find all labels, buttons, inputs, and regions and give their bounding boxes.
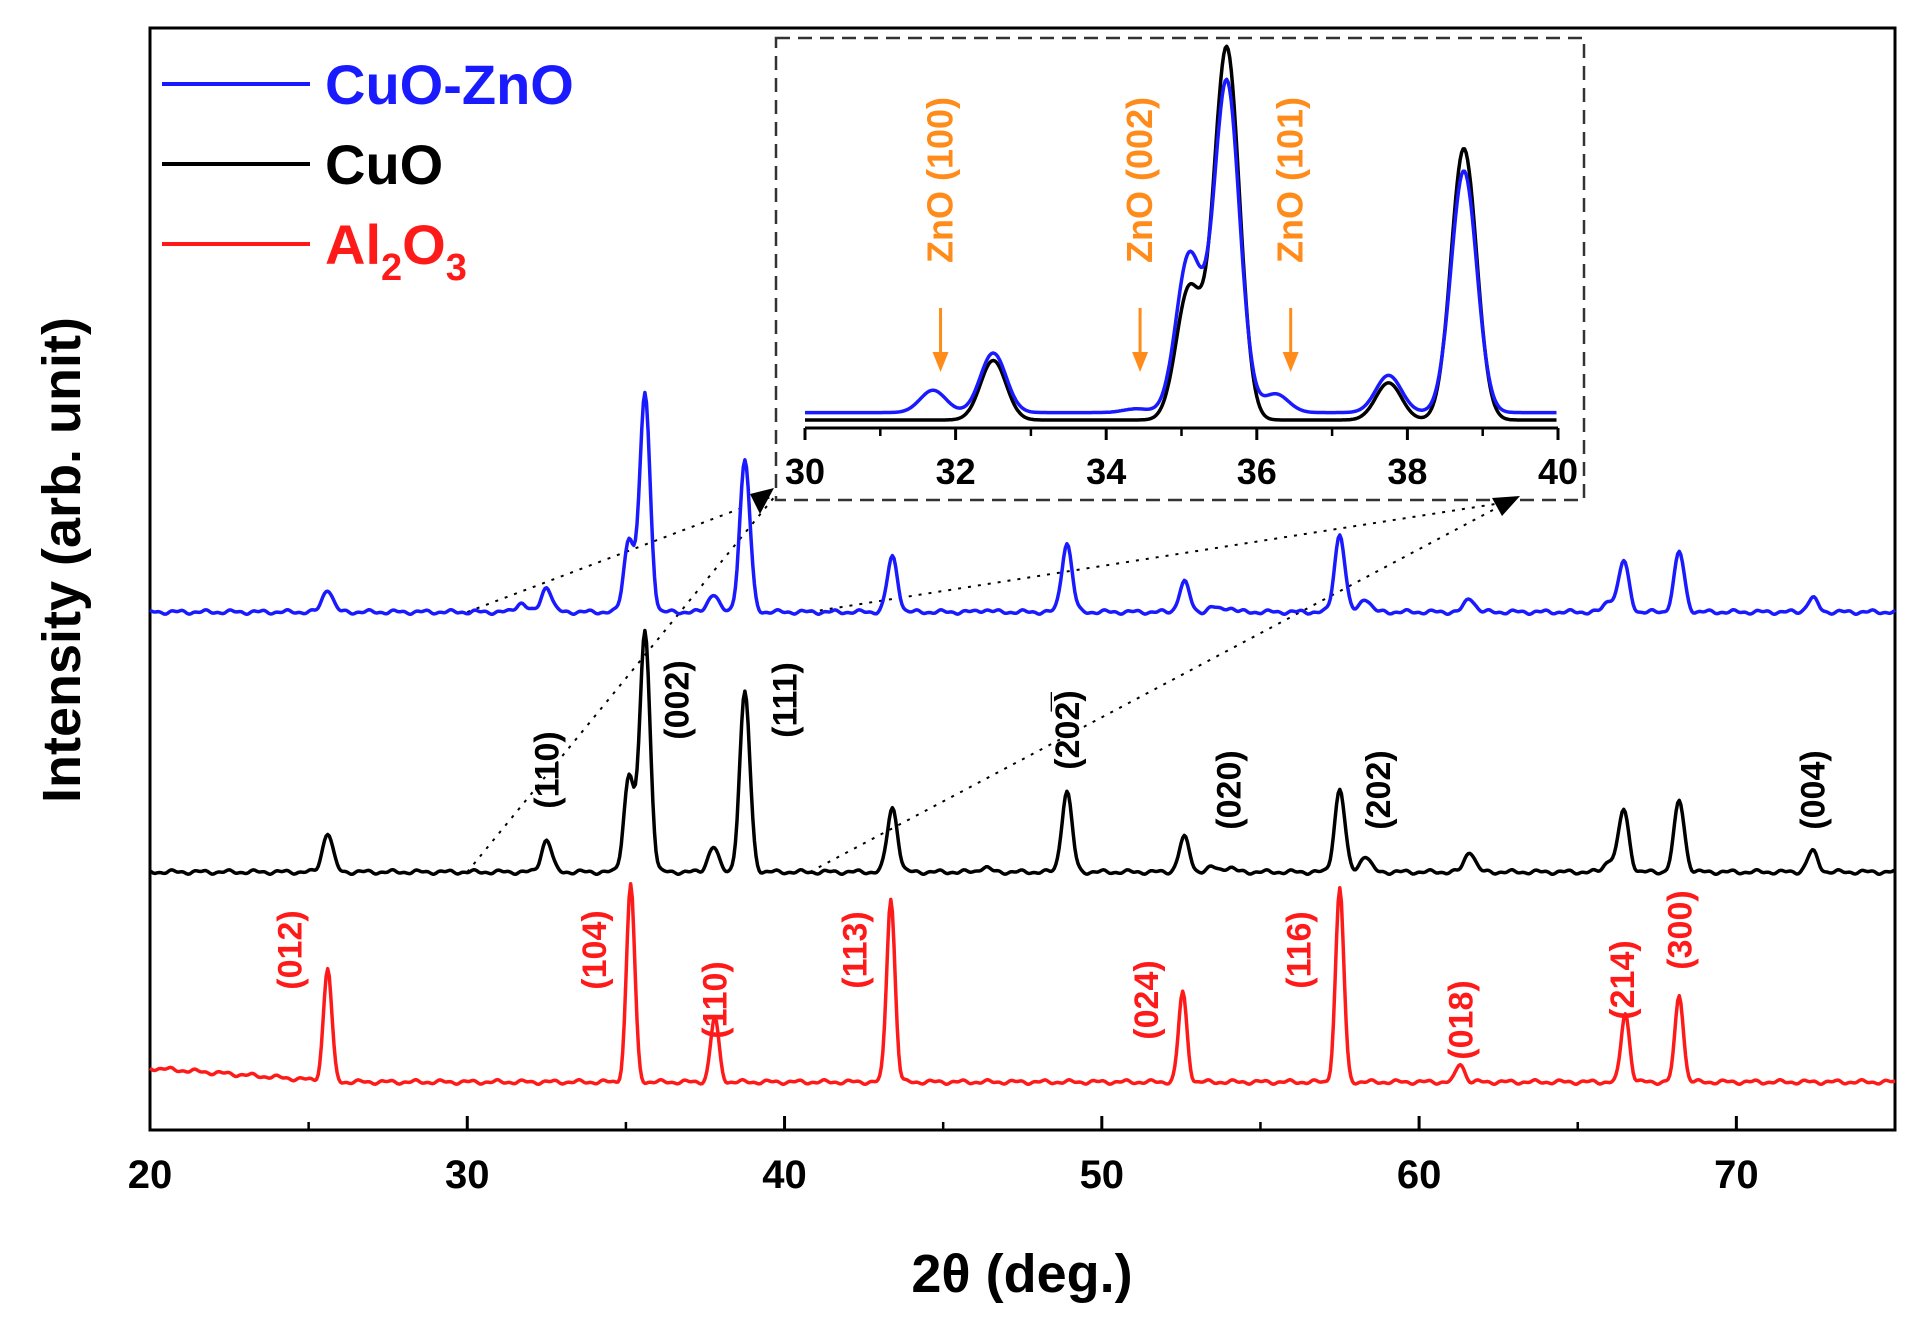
zoom-arrow-right	[1492, 496, 1520, 516]
legend-label-cuo-zno: CuO-ZnO	[325, 53, 574, 116]
dotted-guide-line	[809, 501, 1509, 873]
zno-arrow-head	[1282, 352, 1299, 372]
legend-label-al2o3: Al2O3	[325, 213, 467, 289]
al2o3-peak-label: (024)	[1128, 960, 1166, 1039]
cuo-peak-label: (202)	[1360, 750, 1398, 829]
inset-series-group	[804, 44, 1557, 422]
zoom-guide-lines	[466, 494, 1509, 873]
series-line-al-o	[148, 882, 1896, 1087]
cuo-peak-label: (202̅)	[1049, 690, 1087, 769]
zoom-arrow-left	[750, 488, 774, 514]
main-series-group	[148, 390, 1897, 1087]
inset-x-tick-label-38: 38	[1387, 451, 1427, 492]
x-tick-label-20: 20	[128, 1153, 173, 1197]
al2o3-peak-label: (110)	[697, 961, 735, 1039]
x-tick-label-70: 70	[1714, 1153, 1759, 1197]
inset-annotations-group: ZnO (100) ZnO (002) ZnO (101)	[920, 97, 1311, 372]
al2o3-peak-label: (104)	[576, 910, 614, 989]
inset-dashed-border	[774, 36, 1586, 502]
zno-peak-annotation: ZnO (002)	[1119, 97, 1160, 263]
peak-labels-group: (110) (002) (111) (202̅) (020) (202) (004) (012…	[272, 660, 1833, 1059]
inset-x-axis-ticks: 30 32 34 36 38 40	[785, 428, 1578, 492]
al2o3-peak-label: (214)	[1604, 940, 1642, 1019]
x-axis-ticks: 20 30 40 50 60 70	[128, 1116, 1759, 1197]
plot-frame	[148, 26, 1897, 1132]
legend-label-cuo: CuO	[325, 133, 443, 196]
zno-peak-annotation: ZnO (101)	[1270, 97, 1311, 263]
x-tick-label-60: 60	[1397, 1153, 1442, 1197]
inset-x-tick-label-32: 32	[936, 451, 976, 492]
al2o3-peak-label: (018)	[1442, 980, 1480, 1059]
x-tick-label-50: 50	[1080, 1153, 1125, 1197]
zno-peak-annotation: ZnO (100)	[920, 97, 961, 263]
al2o3-peak-label: (300)	[1661, 890, 1699, 969]
al2o3-peak-label: (113)	[836, 911, 874, 989]
cuo-peak-label: (110)	[529, 731, 567, 809]
x-axis-title: 2θ (deg.)	[911, 1244, 1132, 1304]
series-line-cuo	[148, 628, 1896, 877]
y-axis-title: Intensity (arb. unit)	[32, 317, 92, 803]
inset-series-line-cuo	[804, 44, 1557, 422]
inset-x-tick-label-34: 34	[1086, 451, 1126, 492]
cuo-peak-label: (111)	[767, 662, 805, 738]
inset-series-line-cuo-zno	[804, 77, 1557, 415]
cuo-peak-label: (002)	[659, 660, 697, 739]
dotted-guide-line	[466, 494, 777, 873]
cuo-peak-label: (020)	[1211, 750, 1249, 829]
inset: 30 32 34 36 38 40 ZnO (100) ZnO (002) ZnO (101)	[774, 36, 1586, 502]
legend: CuO-ZnO CuO Al2O3	[162, 53, 574, 289]
al2o3-peak-label: (012)	[272, 910, 310, 989]
al2o3-peak-label: (116)	[1281, 911, 1319, 989]
zno-arrow-head	[932, 352, 949, 372]
x-tick-label-30: 30	[445, 1153, 490, 1197]
cuo-peak-label: (004)	[1795, 750, 1833, 829]
zno-arrow-head	[1132, 352, 1149, 372]
inset-x-tick-label-40: 40	[1538, 451, 1578, 492]
series-line-cuo-zno	[149, 390, 1897, 617]
inset-x-tick-label-30: 30	[785, 451, 825, 492]
x-tick-label-40: 40	[762, 1153, 807, 1197]
inset-x-tick-label-36: 36	[1237, 451, 1277, 492]
